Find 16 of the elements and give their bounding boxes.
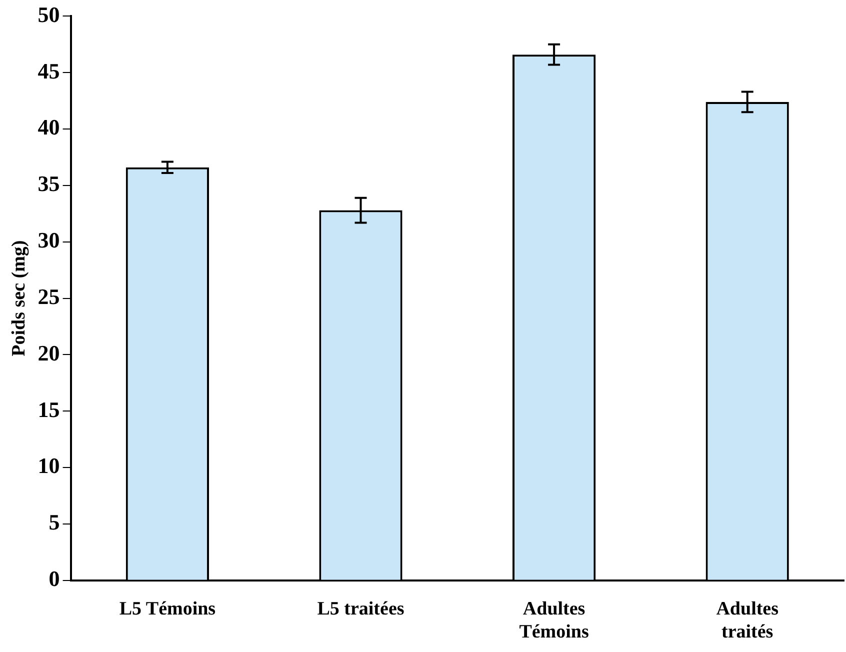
y-tick-label: 10 <box>38 453 60 478</box>
y-tick-label: 25 <box>38 284 60 309</box>
x-tick-label: L5 Témoins <box>119 598 216 620</box>
y-tick-label: 30 <box>38 228 60 253</box>
x-tick-label: Adultes traités <box>716 598 778 643</box>
y-axis-title: Poids sec (mg) <box>8 240 30 356</box>
x-tick-label: L5 traitées <box>317 598 404 620</box>
y-tick-label: 40 <box>38 114 60 140</box>
x-tick-label: Adultes Témoins <box>519 598 589 643</box>
y-tick-label: 20 <box>38 340 60 366</box>
y-tick-label: 35 <box>38 171 60 196</box>
y-tick-label: 0 <box>48 566 60 592</box>
y-tick-label: 15 <box>38 396 60 422</box>
y-tick-label: 5 <box>48 510 60 535</box>
y-tick-label: 45 <box>38 58 60 84</box>
y-tick-label: 50 <box>38 2 60 27</box>
